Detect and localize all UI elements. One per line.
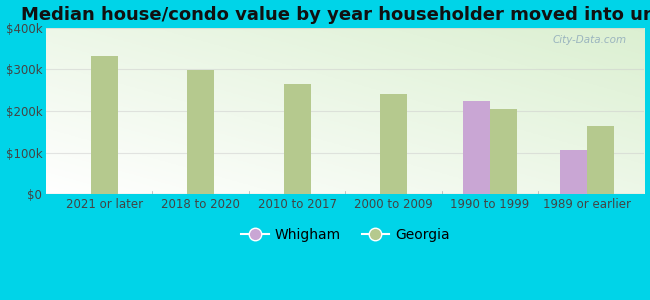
Bar — [187, 70, 214, 194]
Bar — [380, 94, 407, 194]
Text: City-Data.com: City-Data.com — [552, 34, 627, 44]
Legend: Whigham, Georgia: Whigham, Georgia — [236, 222, 455, 247]
Bar — [91, 56, 118, 194]
Bar — [283, 84, 311, 194]
Bar — [490, 109, 517, 194]
Bar — [463, 101, 490, 194]
Bar — [586, 126, 614, 194]
Bar — [560, 150, 586, 194]
Title: Median house/condo value by year householder moved into unit: Median house/condo value by year househo… — [21, 6, 650, 24]
